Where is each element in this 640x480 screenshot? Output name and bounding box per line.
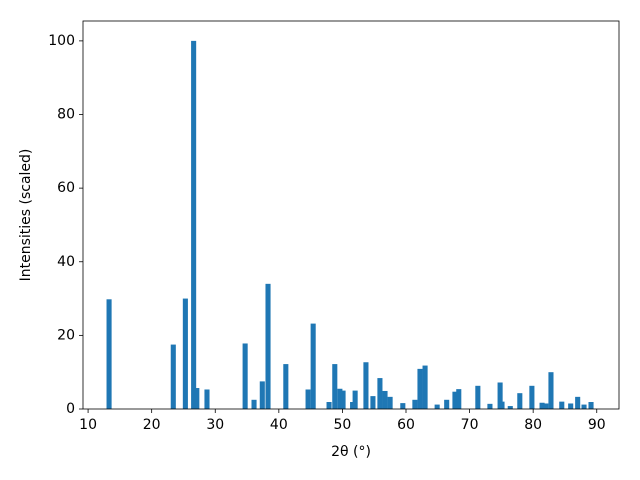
bar (529, 385, 535, 409)
bar (487, 403, 493, 409)
bar (326, 402, 332, 409)
bar (412, 399, 418, 409)
bar (475, 385, 481, 409)
bar (559, 401, 565, 409)
bar (352, 390, 358, 409)
y-tick-label: 100 (48, 33, 75, 49)
bar (265, 283, 271, 409)
bar (422, 365, 428, 409)
bar (370, 396, 376, 409)
x-tick-label: 70 (461, 417, 479, 433)
bar (283, 364, 289, 409)
x-tick-label: 60 (397, 417, 415, 433)
y-tick-label: 80 (57, 107, 75, 123)
bar (548, 372, 554, 409)
x-tick-label: 10 (79, 417, 97, 433)
bar (310, 323, 316, 409)
bar (400, 403, 406, 409)
bar (568, 403, 574, 409)
bar (204, 389, 210, 409)
x-tick-label: 50 (334, 417, 352, 433)
bar (251, 399, 257, 409)
x-tick-label: 20 (143, 417, 161, 433)
bar (417, 368, 423, 409)
bar (444, 399, 450, 409)
plot-frame (82, 20, 620, 410)
bar (377, 378, 383, 409)
bar (363, 362, 369, 409)
bar (382, 390, 388, 409)
bar (259, 381, 265, 409)
x-tick-label: 80 (524, 417, 542, 433)
bar (242, 343, 248, 409)
bar (497, 382, 503, 409)
bar (106, 299, 112, 409)
bar (452, 391, 458, 409)
x-axis-label: 2θ (°) (331, 444, 371, 460)
x-tick-label: 90 (588, 417, 606, 433)
x-tick-label: 40 (270, 417, 288, 433)
bar (499, 401, 505, 409)
bar (543, 403, 549, 409)
y-tick-label: 0 (66, 401, 75, 417)
bar (340, 390, 346, 409)
bar (305, 389, 311, 409)
y-tick-label: 60 (57, 180, 75, 196)
bar (337, 388, 343, 409)
bar (456, 389, 462, 409)
bar (588, 402, 594, 409)
bar (170, 344, 176, 409)
bar (434, 404, 440, 409)
bar (517, 393, 523, 409)
x-tick-label: 30 (206, 417, 224, 433)
y-tick-label: 40 (57, 254, 75, 270)
bar (539, 402, 545, 409)
bar (332, 364, 338, 409)
bar (507, 406, 513, 409)
y-axis-label: Intensities (scaled) (18, 149, 34, 282)
bar (194, 388, 200, 409)
bar (182, 298, 188, 409)
bar (191, 40, 197, 409)
bar (575, 396, 581, 409)
bar (387, 396, 393, 409)
bar (581, 404, 587, 409)
y-tick-label: 20 (57, 327, 75, 343)
